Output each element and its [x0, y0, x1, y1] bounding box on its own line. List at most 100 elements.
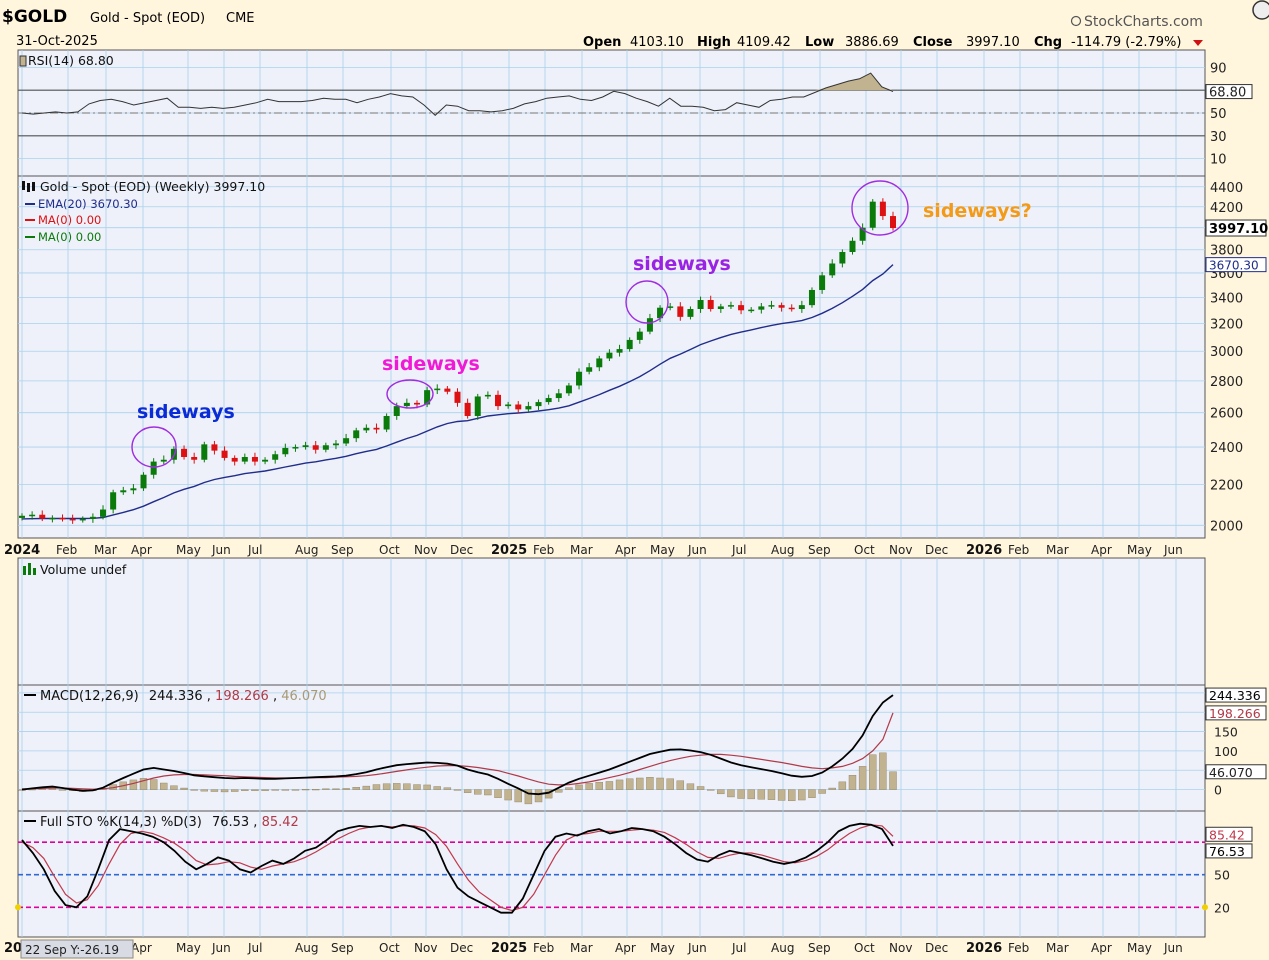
x-tick-label-bottom: Feb — [1008, 941, 1029, 955]
candle-body — [191, 456, 198, 460]
macd-histogram-bar — [301, 789, 310, 791]
ema-value-label: 3670.30 — [1209, 259, 1259, 273]
macd-histogram-bar — [818, 789, 826, 794]
annotation-circle-2 — [386, 379, 434, 409]
macd-histogram-bar — [129, 779, 138, 790]
candle-body — [596, 358, 603, 368]
macd-legend: MACD(12,26,9) 244.336 , 198.266 , 46.070 — [40, 689, 327, 704]
macd-histogram-bar — [696, 786, 705, 790]
x-tick-label-bottom: 2025 — [491, 941, 527, 956]
x-tick-label-bottom: Jul — [731, 941, 746, 955]
symbol-title: $GOLD — [2, 7, 67, 27]
candle-body — [160, 459, 167, 462]
macd-histogram-bar — [362, 785, 371, 790]
candle-body — [393, 406, 400, 416]
macd-histogram-bar — [727, 789, 735, 798]
instrument-name: Gold - Spot (EOD) — [90, 11, 205, 26]
x-tick-label: Apr — [615, 543, 636, 557]
candle-body — [454, 391, 461, 403]
price-tick: 2800 — [1210, 375, 1243, 390]
x-tick-label: Dec — [450, 543, 473, 557]
macd-histogram-bar — [170, 785, 178, 790]
candle-body — [778, 305, 785, 308]
macd-histogram-bar — [666, 778, 674, 790]
series-layer — [18, 72, 897, 914]
price-tick: 3200 — [1210, 318, 1243, 333]
annotation-circle-4 — [851, 180, 909, 236]
x-tick-label: Nov — [889, 543, 912, 557]
x-tick-label-bottom: Dec — [450, 941, 473, 955]
candle-body — [586, 367, 593, 372]
annotation-circle-3 — [625, 280, 669, 324]
rsi-tick: 10 — [1210, 153, 1227, 168]
nav-arrow-icon[interactable] — [1252, 0, 1269, 20]
sto-value-tag — [1205, 826, 1253, 842]
macd-histogram-bar — [889, 771, 897, 790]
x-tick-label: Nov — [414, 543, 437, 557]
open-value: 4103.10 — [630, 35, 684, 50]
high-value: 4109.42 — [737, 35, 791, 50]
candle-body — [545, 398, 552, 403]
candle-body — [444, 388, 451, 392]
ema-line — [21, 264, 894, 520]
macd-legend-value: 244.336 — [149, 689, 203, 704]
x-tick-label-bottom: Mar — [570, 941, 593, 955]
candle-body — [677, 306, 684, 317]
sto-tick: 76.53 — [1209, 844, 1245, 859]
rsi-legend: RSI(14) 68.80 — [28, 53, 114, 68]
candle-body — [322, 445, 329, 450]
macd-histogram-bar — [139, 778, 148, 790]
candle-body — [474, 396, 481, 416]
candle-body — [39, 514, 46, 519]
sto-value-tag — [1205, 843, 1253, 859]
macd-histogram-bar — [149, 779, 158, 790]
price-tick: 2000 — [1210, 519, 1243, 534]
x-tick-label-bottom: Aug — [771, 941, 794, 955]
macd-histogram-bar — [757, 789, 766, 800]
candle-body — [312, 445, 319, 450]
macd-histogram-bar — [625, 778, 634, 790]
macd-histogram-bar — [555, 789, 563, 793]
candle-body — [849, 240, 856, 252]
x-tick-label-bottom: Mar — [1046, 941, 1069, 955]
price-x-axis: 2024 Feb Mar Apr May Jun Jul Aug Sep Oct Nov Dec 202… — [4, 543, 1183, 558]
macd-legend-sep: , — [207, 689, 215, 704]
sto-legend-name: Full STO %K(14,3) %D(3) — [40, 815, 202, 830]
candle-body — [646, 318, 653, 332]
macd-histogram-bar — [200, 789, 209, 792]
sto-d-line — [21, 824, 894, 912]
x-tick-label: Oct — [379, 543, 400, 557]
close-value-tag — [1205, 219, 1267, 237]
macd-histogram-bar — [261, 789, 269, 791]
macd-histogram-bar — [615, 779, 624, 790]
candle-body — [869, 201, 876, 228]
macd-histogram-bar — [656, 777, 664, 790]
x-tick-label: May — [650, 543, 675, 557]
candle-body — [515, 404, 522, 410]
x-tick-label: Jul — [731, 543, 746, 557]
macd-histogram-bar — [160, 782, 168, 790]
x-tick-label-bottom: May — [1127, 941, 1152, 955]
candle-body — [808, 289, 815, 306]
macd-histogram-bar — [828, 787, 836, 790]
annotation-sideways-1: sideways — [137, 401, 235, 423]
candle-body — [282, 447, 289, 455]
macd-histogram-bar — [463, 789, 472, 793]
x-tick-label: Dec — [925, 543, 948, 557]
macd-histogram-bar — [251, 789, 259, 791]
candle-body — [626, 339, 633, 350]
close-value: 3997.10 — [966, 35, 1020, 50]
candle-body — [373, 427, 380, 430]
price-tick: 3000 — [1210, 345, 1243, 360]
annotations: sideways sideways sideways sideways? — [131, 180, 1032, 468]
candle-body — [495, 394, 502, 407]
macd-histogram-bar — [869, 754, 877, 790]
candle-body — [748, 309, 755, 312]
brand-label[interactable]: StockCharts.com — [1084, 14, 1203, 30]
macd-histogram-bar — [58, 789, 67, 791]
candle-body — [241, 456, 248, 462]
candle-legend-icon — [22, 181, 35, 192]
candle-body — [363, 427, 370, 431]
macd-histogram-bar — [382, 783, 391, 790]
rsi-tick: 90 — [1210, 61, 1227, 76]
